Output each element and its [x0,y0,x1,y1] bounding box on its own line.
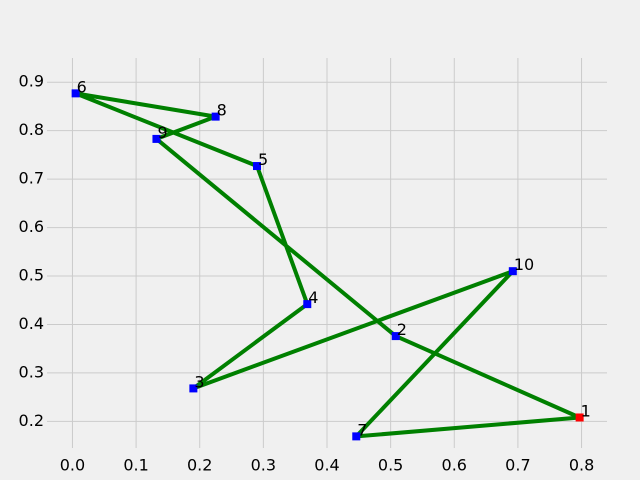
y-tick-label: 0.3 [19,362,44,381]
y-axis-ticks: 0.2 0.3 0.4 0.5 0.6 0.7 0.8 0.9 [19,72,44,430]
route-markers [71,89,584,441]
grid-lines [47,58,607,448]
x-tick-label: 0.4 [314,456,339,475]
x-tick-label: 0.6 [442,456,467,475]
y-tick-label: 0.7 [19,169,44,188]
point-label: 3 [194,372,204,391]
point-label: 6 [77,77,87,96]
y-tick-label: 0.5 [19,266,44,285]
point-marker [253,162,261,171]
point-marker [71,89,80,98]
start-point-marker [575,413,584,422]
point-label: 7 [357,420,367,439]
point-marker [508,267,517,276]
x-tick-label: 0.7 [505,456,530,475]
y-tick-label: 0.8 [19,120,44,139]
x-tick-label: 0.0 [60,456,85,475]
point-label: 5 [258,150,268,169]
point-marker [303,300,312,309]
route-lines [73,91,582,439]
x-axis-ticks: 0.0 0.1 0.2 0.3 0.4 0.5 0.6 0.7 0.8 [60,456,595,475]
x-tick-label: 0.8 [569,456,594,475]
route-line [73,91,582,439]
point-label: 9 [157,123,167,142]
point-label: 4 [308,288,318,307]
point-marker [189,384,198,393]
point-marker [391,332,400,341]
y-tick-label: 0.6 [19,217,44,236]
point-marker [211,112,220,121]
point-label: 2 [397,320,407,339]
point-marker [352,432,361,441]
x-tick-label: 0.3 [251,456,276,475]
x-tick-label: 0.2 [187,456,212,475]
x-tick-label: 0.5 [378,456,403,475]
x-tick-label: 0.1 [123,456,148,475]
point-labels: 1 2 9 8 6 5 4 3 10 7 [77,77,591,439]
point-marker [152,134,161,143]
point-label: 1 [581,401,591,420]
y-tick-label: 0.2 [19,411,44,430]
point-label: 8 [217,101,227,120]
point-label: 10 [514,255,534,274]
y-tick-label: 0.9 [19,72,44,91]
y-tick-label: 0.4 [19,314,44,333]
